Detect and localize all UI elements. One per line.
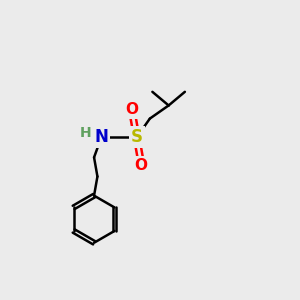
Text: H: H: [79, 126, 91, 140]
Text: O: O: [135, 158, 148, 173]
Text: S: S: [130, 128, 142, 146]
Text: N: N: [94, 128, 108, 146]
Text: O: O: [126, 102, 139, 117]
